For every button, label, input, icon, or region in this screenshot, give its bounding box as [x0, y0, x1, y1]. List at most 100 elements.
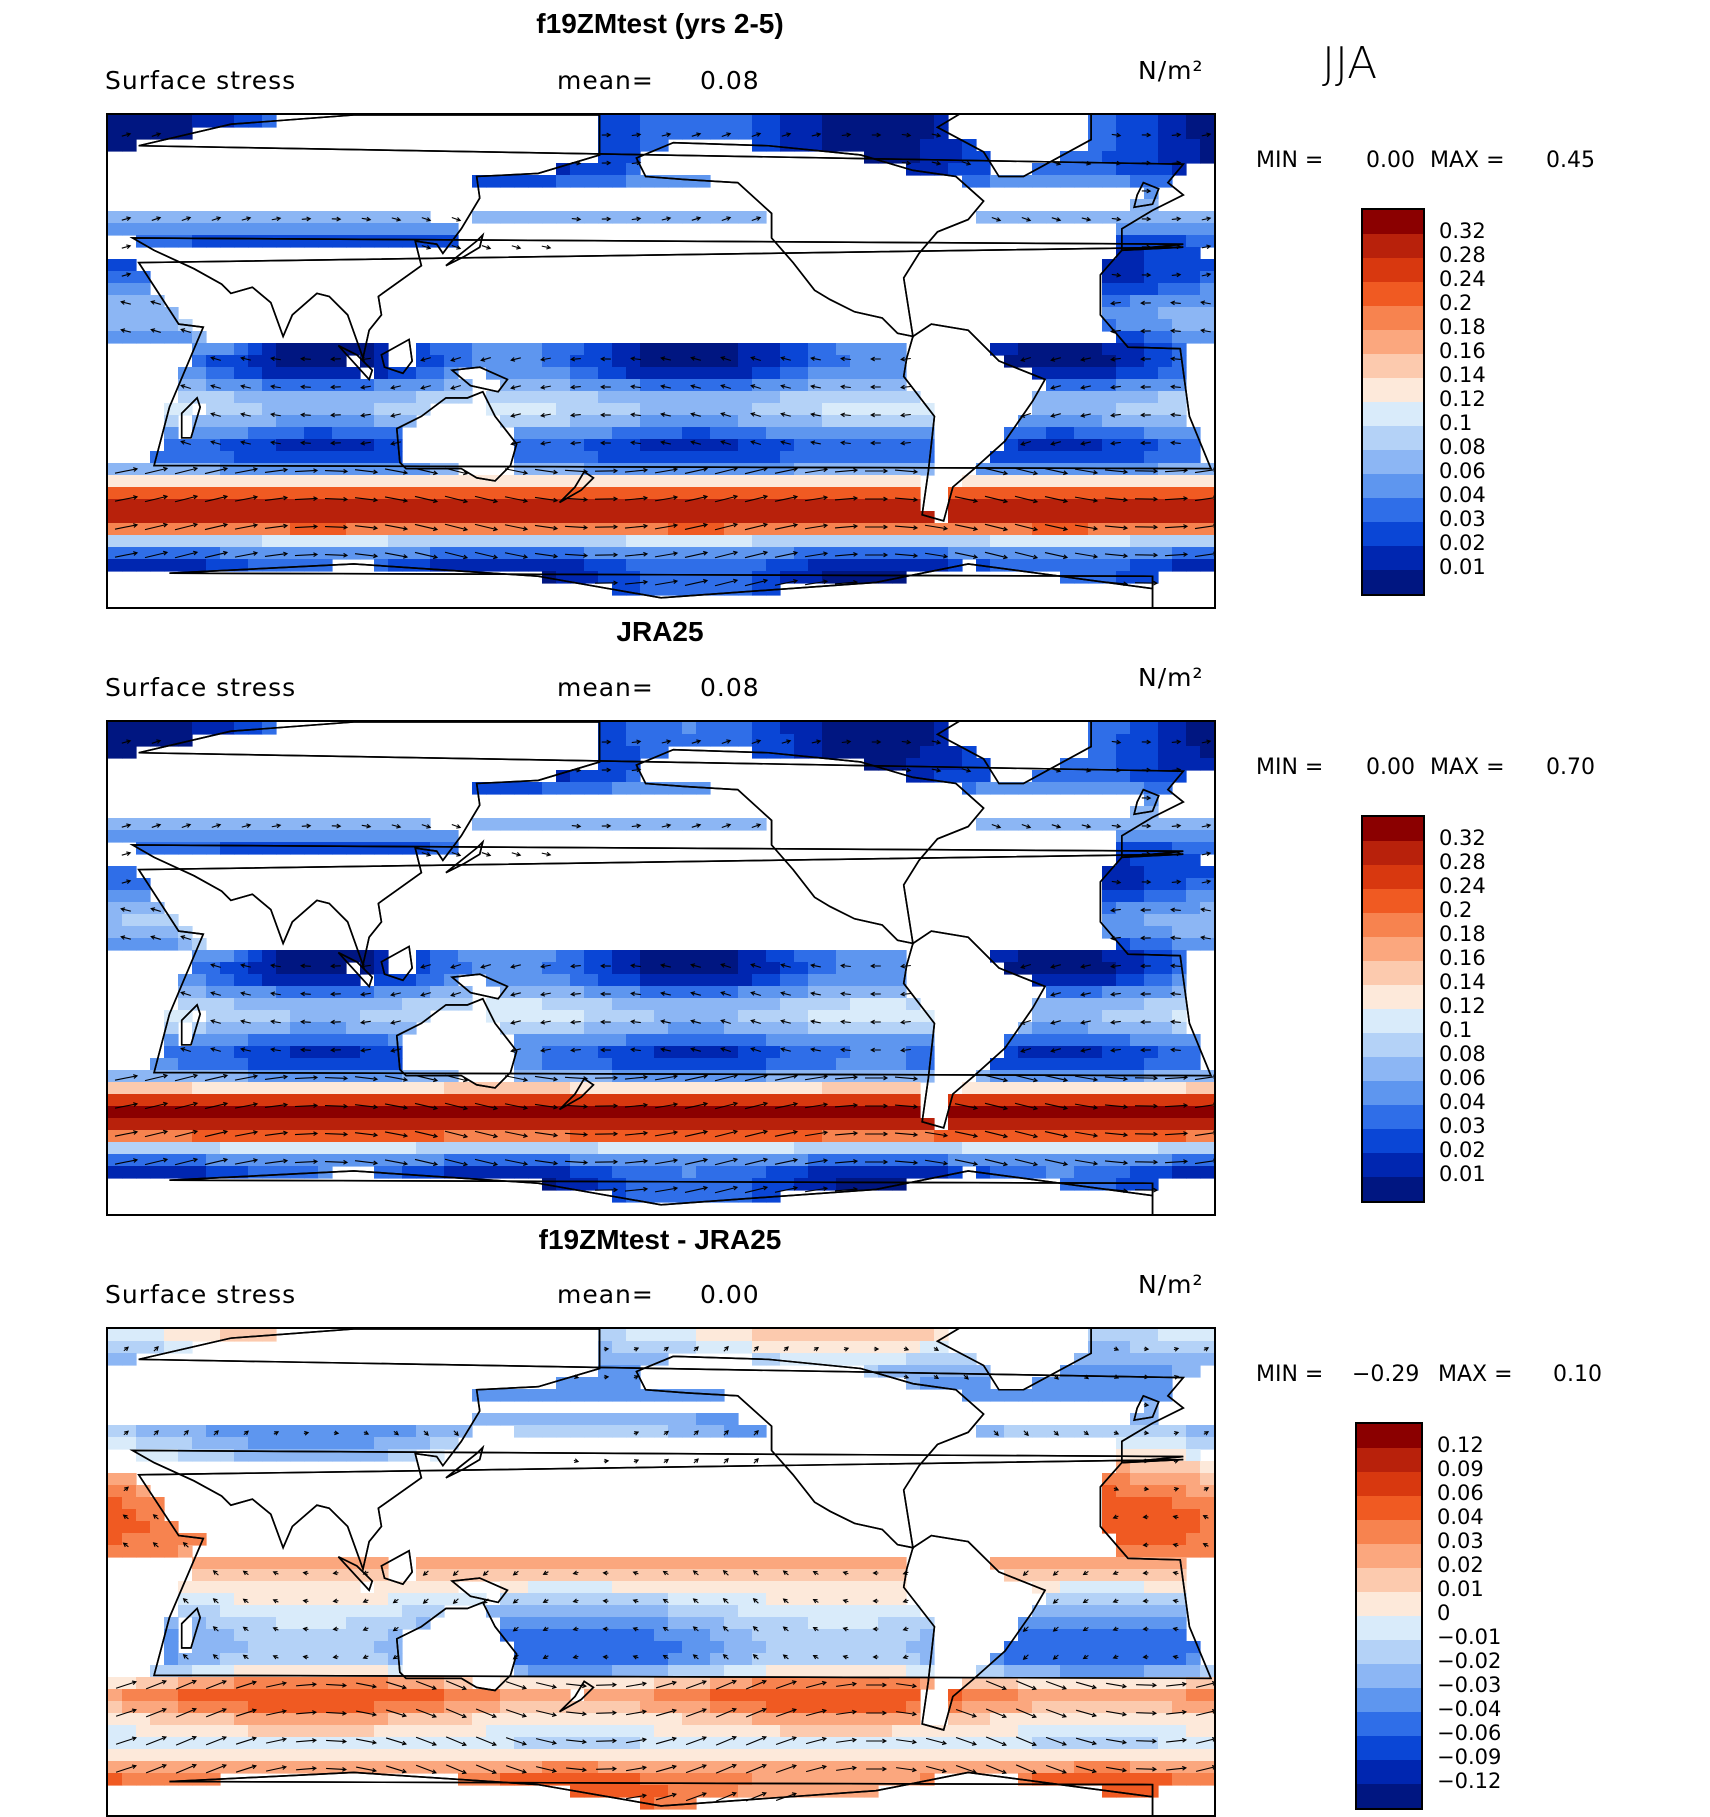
- field-cell: [1158, 259, 1173, 272]
- field-cell: [808, 722, 823, 735]
- field-cell: [920, 139, 935, 152]
- field-cell: [766, 1034, 781, 1047]
- field-cell: [178, 998, 193, 1011]
- field-cell: [178, 235, 193, 248]
- field-cell: [850, 1070, 865, 1083]
- field-cell: [612, 451, 627, 464]
- field-cell: [150, 1082, 165, 1095]
- field-cell: [136, 307, 151, 320]
- field-cell: [1158, 1022, 1173, 1035]
- field-cell: [1032, 1166, 1047, 1179]
- field-cell: [486, 950, 501, 963]
- field-cell: [892, 391, 907, 404]
- field-cell: [430, 962, 445, 975]
- field-cell: [710, 1034, 725, 1047]
- field-cell: [696, 998, 711, 1011]
- field-cell: [752, 1166, 767, 1179]
- field-cell: [528, 379, 543, 392]
- field-cell: [738, 1034, 753, 1047]
- field-cell: [1032, 1046, 1047, 1059]
- field-cell: [500, 1142, 515, 1155]
- field-cell: [654, 511, 669, 524]
- field-cell: [584, 1010, 599, 1023]
- field-cell: [612, 127, 627, 140]
- field-cell: [990, 1130, 1005, 1143]
- field-cell: [892, 1082, 907, 1095]
- field-cell: [626, 1178, 641, 1191]
- field-cell: [136, 211, 151, 224]
- field-cell: [766, 571, 781, 584]
- field-cell: [220, 451, 235, 464]
- field-cell: [108, 1070, 123, 1083]
- field-cell: [1172, 247, 1187, 260]
- field-cell: [528, 962, 543, 975]
- field-cell: [808, 547, 823, 560]
- field-cell: [654, 427, 669, 440]
- field-cell: [500, 403, 515, 416]
- field-cell: [220, 427, 235, 440]
- field-cell: [794, 1022, 809, 1035]
- field-cell: [1130, 1142, 1145, 1155]
- field-cell: [234, 451, 249, 464]
- field-cell: [1144, 499, 1159, 512]
- field-cell: [710, 722, 725, 735]
- field-cell: [318, 998, 333, 1011]
- field-cell: [248, 998, 263, 1011]
- field-cell: [920, 1022, 935, 1035]
- field-cell: [626, 367, 641, 380]
- field-cell: [1144, 547, 1159, 560]
- field-cell: [738, 415, 753, 428]
- field-cell: [976, 770, 991, 783]
- field-cell: [696, 451, 711, 464]
- field-cell: [682, 818, 697, 831]
- field-cell: [472, 535, 487, 548]
- field-cell: [304, 1070, 319, 1083]
- field-cell: [668, 998, 683, 1011]
- field-cell: [1186, 139, 1201, 152]
- field-cell: [458, 355, 473, 368]
- field-cell: [234, 998, 249, 1011]
- field-cell: [304, 986, 319, 999]
- field-cell: [1088, 451, 1103, 464]
- units-label: N/m²: [1138, 56, 1204, 85]
- field-cell: [920, 1142, 935, 1155]
- field-cell: [304, 1142, 319, 1155]
- field-cell: [542, 391, 557, 404]
- field-cell: [430, 998, 445, 1011]
- field-cell: [458, 962, 473, 975]
- field-cell: [626, 163, 641, 176]
- field-cell: [388, 511, 403, 524]
- field-cell: [850, 746, 865, 759]
- field-cell: [1158, 211, 1173, 224]
- field-cell: [1186, 818, 1201, 831]
- field-cell: [206, 974, 221, 987]
- field-cell: [892, 734, 907, 747]
- field-cell: [1116, 283, 1131, 296]
- field-cell: [766, 998, 781, 1011]
- field-cell: [892, 559, 907, 572]
- field-cell: [738, 998, 753, 1011]
- field-cell: [1158, 890, 1173, 903]
- field-cell: [864, 746, 879, 759]
- field-cell: [556, 343, 571, 356]
- field-cell: [584, 1118, 599, 1131]
- field-cell: [850, 499, 865, 512]
- field-cell: [808, 962, 823, 975]
- field-cell: [1004, 1082, 1019, 1095]
- field-cell: [654, 535, 669, 548]
- field-cell: [1172, 1106, 1187, 1119]
- field-cell: [626, 998, 641, 1011]
- field-cell: [948, 758, 963, 771]
- field-cell: [892, 998, 907, 1011]
- field-cell: [976, 211, 991, 224]
- field-cell: [626, 547, 641, 560]
- field-cell: [1144, 1166, 1159, 1179]
- field-cell: [668, 950, 683, 963]
- field-cell: [556, 1070, 571, 1083]
- field-cell: [290, 1046, 305, 1059]
- field-cell: [220, 1034, 235, 1047]
- field-cell: [402, 559, 417, 572]
- field-cell: [598, 415, 613, 428]
- field-cell: [738, 403, 753, 416]
- field-cell: [374, 818, 389, 831]
